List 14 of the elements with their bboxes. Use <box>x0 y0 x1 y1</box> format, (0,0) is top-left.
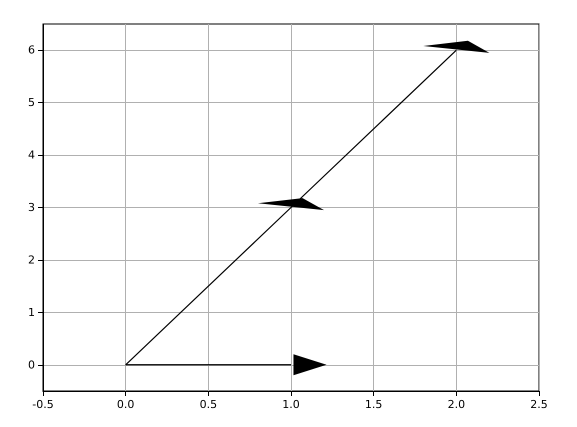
y-tick-label: 6 <box>28 44 35 57</box>
x-tick-label: 2.5 <box>530 398 548 411</box>
x-tick-label: -0.5 <box>32 398 54 411</box>
x-tick-label: 2.0 <box>448 398 466 411</box>
y-tick-label: 2 <box>28 253 35 266</box>
x-tick-label: 0.5 <box>200 398 218 411</box>
y-tick-label: 1 <box>28 306 35 319</box>
x-tick-label: 0.0 <box>116 398 134 411</box>
x-tick-label: 1.0 <box>282 398 300 411</box>
y-tick-label: 4 <box>28 148 35 162</box>
y-tick-label: 0 <box>28 358 35 372</box>
x-tick-label: 1.5 <box>364 398 382 411</box>
y-tick-label: 3 <box>28 201 35 214</box>
y-tick-label: 5 <box>28 96 35 110</box>
